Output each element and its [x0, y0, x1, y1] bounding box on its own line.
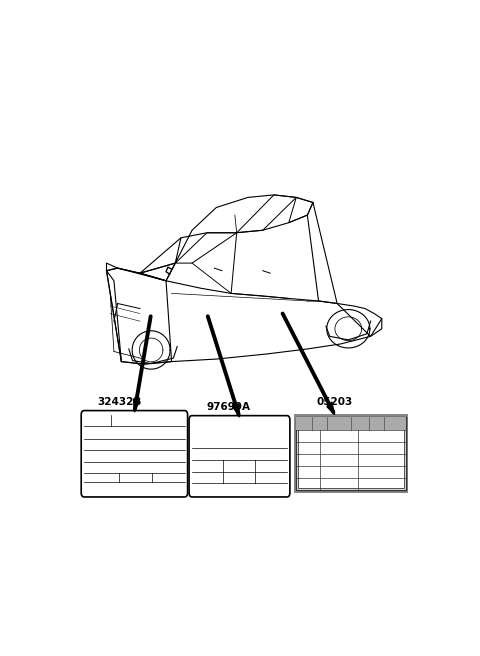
FancyBboxPatch shape	[189, 416, 290, 497]
Bar	[298, 419, 405, 488]
Text: 32432B: 32432B	[97, 397, 142, 407]
Text: 97699A: 97699A	[207, 402, 251, 412]
Bar	[294, 414, 408, 493]
Polygon shape	[327, 402, 335, 415]
Polygon shape	[233, 404, 240, 417]
FancyBboxPatch shape	[81, 411, 188, 497]
Polygon shape	[133, 399, 139, 412]
Bar	[296, 417, 406, 430]
Bar	[296, 417, 406, 491]
Text: 05203: 05203	[317, 397, 353, 407]
